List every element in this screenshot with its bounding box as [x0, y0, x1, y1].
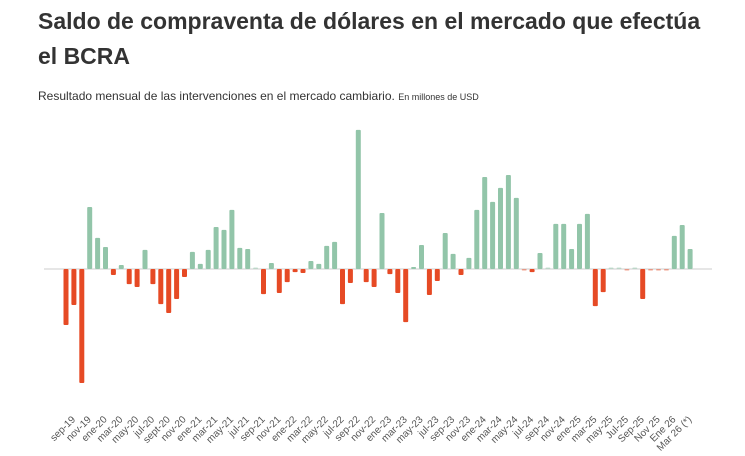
bar — [276, 269, 282, 293]
bar — [529, 269, 535, 273]
bar — [182, 269, 187, 277]
bar — [300, 269, 306, 273]
bar — [221, 229, 227, 269]
bar — [79, 269, 85, 383]
bar — [600, 269, 606, 293]
bar — [671, 235, 677, 269]
bar — [253, 267, 259, 269]
bar — [174, 269, 180, 299]
bar — [150, 269, 156, 285]
bar — [553, 223, 559, 269]
bar — [458, 269, 464, 275]
bar — [103, 247, 108, 269]
bar — [434, 269, 440, 281]
bar — [561, 223, 567, 269]
bar — [134, 269, 140, 287]
bar — [332, 241, 338, 269]
bar — [411, 267, 417, 269]
bar — [142, 249, 148, 269]
chart-subtitle: Resultado mensual de las intervenciones … — [38, 89, 479, 103]
bar — [395, 269, 401, 293]
bar — [316, 263, 322, 269]
bar — [450, 253, 456, 269]
bar — [166, 269, 172, 313]
bar — [498, 187, 503, 269]
bar — [95, 237, 101, 269]
bar — [592, 269, 598, 307]
bar — [71, 269, 77, 305]
bar — [189, 251, 195, 269]
bar — [324, 245, 330, 269]
bar — [482, 177, 488, 269]
bar — [616, 267, 622, 269]
bar — [261, 269, 266, 295]
bar — [308, 261, 314, 269]
bar — [521, 269, 527, 271]
bar — [118, 265, 124, 269]
bar — [656, 269, 661, 271]
bar — [403, 269, 409, 323]
bar — [363, 269, 369, 283]
unit-note: En millones de USD — [398, 92, 479, 102]
bar — [110, 269, 116, 275]
bar — [466, 257, 472, 269]
bar — [355, 129, 361, 269]
bar — [545, 267, 551, 269]
bar — [87, 207, 93, 269]
bar — [474, 209, 480, 269]
bar — [158, 269, 164, 305]
bar — [632, 267, 638, 269]
bar — [577, 223, 582, 269]
bar — [505, 175, 511, 269]
bar — [371, 269, 377, 287]
bar — [624, 269, 630, 271]
bar — [126, 269, 132, 285]
bar — [229, 209, 235, 269]
bar — [679, 225, 685, 269]
bar — [347, 269, 353, 283]
chart-title: Saldo de compraventa de dólares en el me… — [38, 8, 701, 69]
bar — [387, 269, 393, 275]
bar — [268, 263, 274, 269]
bar — [569, 249, 575, 269]
bar — [640, 269, 646, 299]
bar — [379, 213, 385, 269]
bar — [442, 233, 448, 269]
subtitle-text: Resultado mensual de las intervenciones … — [38, 89, 395, 103]
bar — [490, 201, 496, 269]
bar — [584, 213, 590, 269]
bar — [426, 269, 432, 295]
bar — [608, 267, 614, 269]
bar — [419, 245, 424, 269]
bar — [63, 269, 69, 325]
bar — [292, 269, 298, 273]
bar — [237, 247, 243, 269]
bar — [213, 227, 219, 269]
bar — [205, 249, 211, 269]
bar — [648, 269, 654, 271]
bar — [245, 249, 251, 269]
bar — [197, 263, 203, 269]
bar — [513, 197, 519, 269]
bar — [340, 269, 345, 305]
bar — [663, 269, 669, 271]
bar — [537, 253, 543, 269]
bar — [284, 269, 290, 283]
bar — [687, 249, 693, 269]
